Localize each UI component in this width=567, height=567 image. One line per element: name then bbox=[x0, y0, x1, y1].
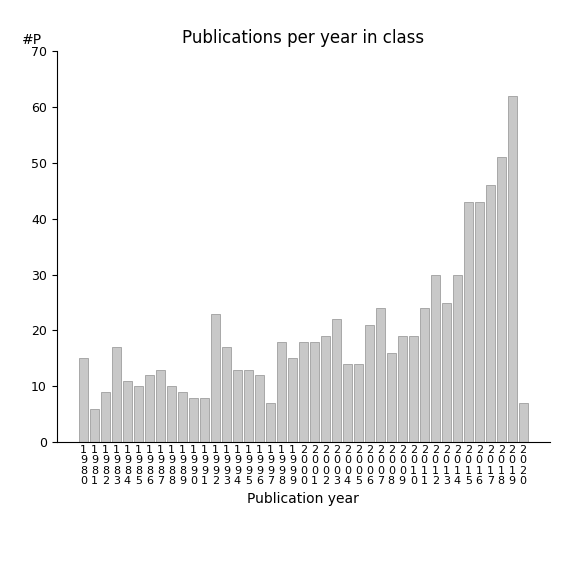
Bar bbox=[387, 353, 396, 442]
Bar bbox=[156, 370, 165, 442]
Bar bbox=[211, 314, 220, 442]
Bar bbox=[178, 392, 187, 442]
Bar bbox=[486, 185, 494, 442]
Bar bbox=[90, 409, 99, 442]
X-axis label: Publication year: Publication year bbox=[247, 492, 359, 506]
Bar bbox=[376, 308, 384, 442]
Bar bbox=[266, 403, 275, 442]
Bar bbox=[354, 364, 363, 442]
Bar bbox=[112, 347, 121, 442]
Title: Publications per year in class: Publications per year in class bbox=[182, 29, 425, 46]
Bar bbox=[332, 319, 341, 442]
Text: #P: #P bbox=[22, 33, 43, 47]
Bar bbox=[310, 342, 319, 442]
Bar bbox=[101, 392, 110, 442]
Bar bbox=[244, 370, 253, 442]
Bar bbox=[365, 325, 374, 442]
Bar bbox=[321, 336, 330, 442]
Bar bbox=[189, 397, 198, 442]
Bar bbox=[222, 347, 231, 442]
Bar bbox=[519, 403, 527, 442]
Bar bbox=[442, 303, 451, 442]
Bar bbox=[277, 342, 286, 442]
Bar bbox=[145, 375, 154, 442]
Bar bbox=[233, 370, 242, 442]
Bar bbox=[398, 336, 407, 442]
Bar bbox=[431, 274, 439, 442]
Bar bbox=[453, 274, 462, 442]
Bar bbox=[134, 386, 143, 442]
Bar bbox=[420, 308, 429, 442]
Bar bbox=[167, 386, 176, 442]
Bar bbox=[123, 381, 132, 442]
Bar bbox=[409, 336, 418, 442]
Bar bbox=[255, 375, 264, 442]
Bar bbox=[508, 96, 517, 442]
Bar bbox=[288, 358, 297, 442]
Bar bbox=[200, 397, 209, 442]
Bar bbox=[299, 342, 308, 442]
Bar bbox=[79, 358, 88, 442]
Bar bbox=[475, 202, 484, 442]
Bar bbox=[343, 364, 352, 442]
Bar bbox=[497, 157, 506, 442]
Bar bbox=[464, 202, 473, 442]
